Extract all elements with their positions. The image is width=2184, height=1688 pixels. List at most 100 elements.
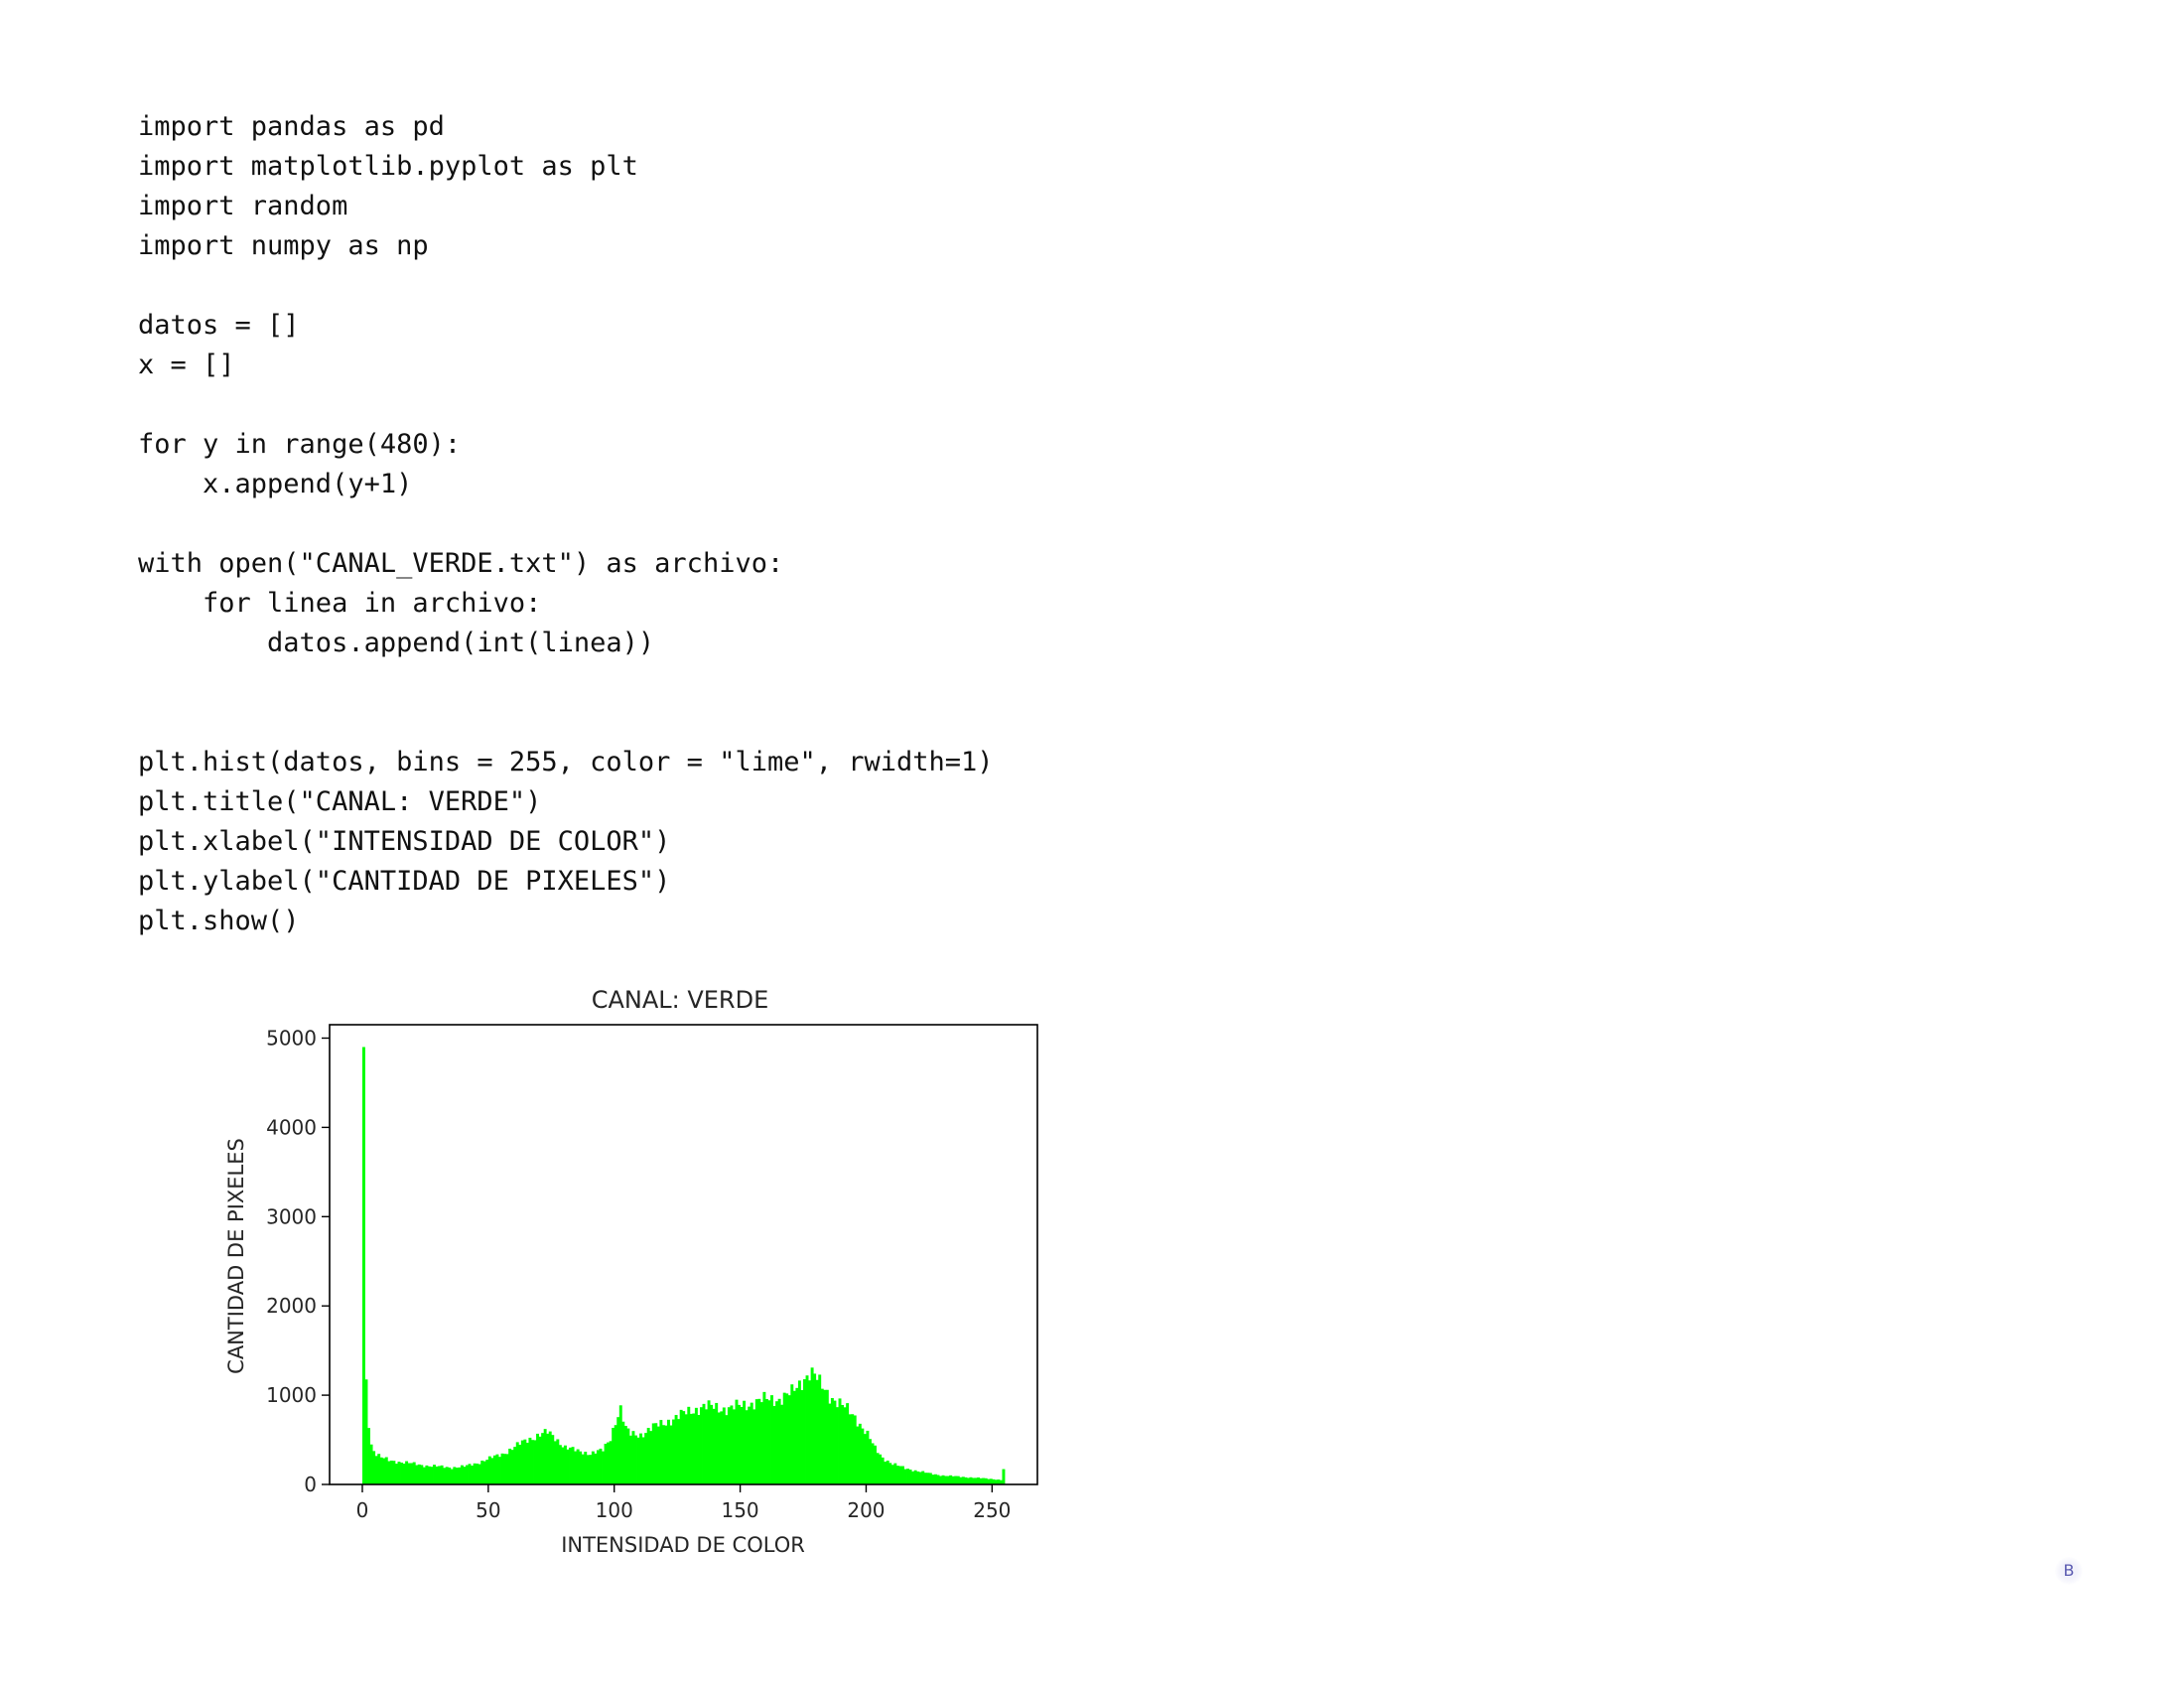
histogram-bar xyxy=(818,1374,822,1484)
histogram-bar xyxy=(369,1444,373,1484)
histogram-bar xyxy=(861,1428,865,1484)
histogram-bar xyxy=(594,1453,598,1484)
histogram-bar xyxy=(979,1477,983,1484)
histogram-bar xyxy=(808,1380,812,1484)
histogram-bar xyxy=(569,1447,572,1484)
histogram-bar xyxy=(445,1467,449,1484)
histogram-bar xyxy=(697,1415,701,1484)
histogram-bar xyxy=(589,1455,593,1484)
y-tick-label: 0 xyxy=(304,1473,317,1496)
histogram-chart: CANAL: VERDE 0 50 100 150 200 250 0 1000 2000 30… xyxy=(224,986,1038,1557)
histogram-bar xyxy=(654,1423,658,1484)
histogram-bar xyxy=(982,1477,986,1484)
histogram-bar xyxy=(879,1454,883,1484)
histogram-bar xyxy=(460,1465,464,1484)
histogram-bar xyxy=(795,1387,799,1484)
histogram-bar xyxy=(939,1476,942,1484)
histogram-bar xyxy=(425,1465,429,1484)
histogram-bar xyxy=(900,1466,904,1484)
histogram-bar xyxy=(705,1409,709,1484)
histogram-bar xyxy=(455,1468,459,1484)
histogram-bar xyxy=(651,1423,655,1484)
histogram-bar xyxy=(941,1475,945,1484)
code-line: import pandas as pd xyxy=(138,111,445,142)
histogram-bar xyxy=(372,1451,376,1484)
y-axis-ticks: 0 1000 2000 3000 4000 5000 xyxy=(266,1026,330,1496)
histogram-bar xyxy=(735,1399,739,1484)
code-line: with open("CANAL_VERDE.txt") as archivo: xyxy=(138,548,784,579)
histogram-bar xyxy=(364,1379,368,1484)
histogram-bar xyxy=(579,1451,583,1484)
histogram-bar xyxy=(911,1471,915,1484)
histogram-bar xyxy=(732,1409,736,1484)
histogram-bar xyxy=(634,1435,637,1484)
histogram-bar xyxy=(969,1477,973,1484)
histogram-bar xyxy=(482,1461,486,1484)
histogram-bar xyxy=(677,1419,681,1484)
histogram-bar xyxy=(906,1469,909,1484)
histogram-bar xyxy=(992,1478,996,1484)
histogram-bar xyxy=(392,1461,396,1484)
histogram-bar xyxy=(745,1410,749,1484)
histogram-bar xyxy=(609,1441,613,1484)
histogram-bar xyxy=(466,1465,469,1484)
histogram-bar xyxy=(485,1460,489,1484)
histogram-bar xyxy=(928,1473,932,1484)
histogram-bar xyxy=(916,1471,920,1484)
histogram-bar xyxy=(553,1441,557,1484)
code-line: for y in range(480): xyxy=(138,429,462,460)
histogram-bar xyxy=(669,1425,673,1484)
histogram-bar xyxy=(389,1460,393,1484)
histogram-bar xyxy=(644,1433,648,1484)
code-line xyxy=(138,266,994,306)
histogram-bar xyxy=(999,1479,1003,1484)
histogram-bar xyxy=(710,1404,714,1484)
histogram-bar xyxy=(750,1402,753,1484)
histogram-bar xyxy=(959,1477,963,1484)
histogram-bar xyxy=(966,1477,970,1484)
code-block: import pandas as pd import matplotlib.pyp… xyxy=(138,107,994,941)
histogram-bar xyxy=(476,1463,479,1484)
histogram-bar xyxy=(612,1427,615,1484)
x-axis-ticks: 0 50 100 150 200 250 xyxy=(356,1484,1011,1522)
histogram-bar xyxy=(748,1406,751,1484)
histogram-bar xyxy=(803,1379,806,1484)
histogram-bar xyxy=(443,1468,447,1484)
histogram-bar xyxy=(510,1450,514,1484)
code-line xyxy=(138,663,994,703)
histogram-bar xyxy=(679,1409,683,1484)
histogram-bar xyxy=(694,1407,698,1484)
histogram-bar xyxy=(895,1466,899,1484)
histogram-bar xyxy=(785,1393,789,1484)
code-line: plt.xlabel("INTENSIDAD DE COLOR") xyxy=(138,826,671,857)
histogram-bar xyxy=(548,1431,552,1484)
histogram-bar xyxy=(422,1467,426,1484)
histogram-bar xyxy=(725,1415,729,1484)
histogram-bar xyxy=(631,1431,635,1484)
histogram-bar xyxy=(772,1406,776,1484)
histogram-bar xyxy=(505,1454,509,1484)
histogram-bar xyxy=(374,1456,378,1484)
histogram-bar xyxy=(871,1443,875,1484)
histogram-bar xyxy=(500,1453,504,1484)
histogram-bar xyxy=(480,1460,484,1484)
histogram-bar xyxy=(813,1373,817,1484)
histogram-bar xyxy=(468,1464,472,1484)
histogram-bar xyxy=(777,1398,781,1484)
x-tick-label: 0 xyxy=(356,1498,369,1522)
histogram-bar xyxy=(664,1425,668,1484)
histogram-bar xyxy=(614,1425,617,1484)
code-line: x = [] xyxy=(138,350,235,380)
histogram-bar xyxy=(687,1406,691,1484)
histogram-bar xyxy=(707,1400,711,1484)
histogram-bar xyxy=(576,1449,580,1484)
histogram-bar xyxy=(543,1429,547,1484)
histogram-bar xyxy=(427,1466,431,1484)
histogram-bar xyxy=(503,1454,507,1484)
histogram-bar xyxy=(646,1428,650,1484)
histogram-bar xyxy=(546,1433,550,1484)
y-tick-label: 3000 xyxy=(266,1204,317,1228)
histogram-bar xyxy=(964,1477,968,1484)
histogram-bar xyxy=(898,1466,902,1484)
histogram-bar xyxy=(520,1440,524,1484)
